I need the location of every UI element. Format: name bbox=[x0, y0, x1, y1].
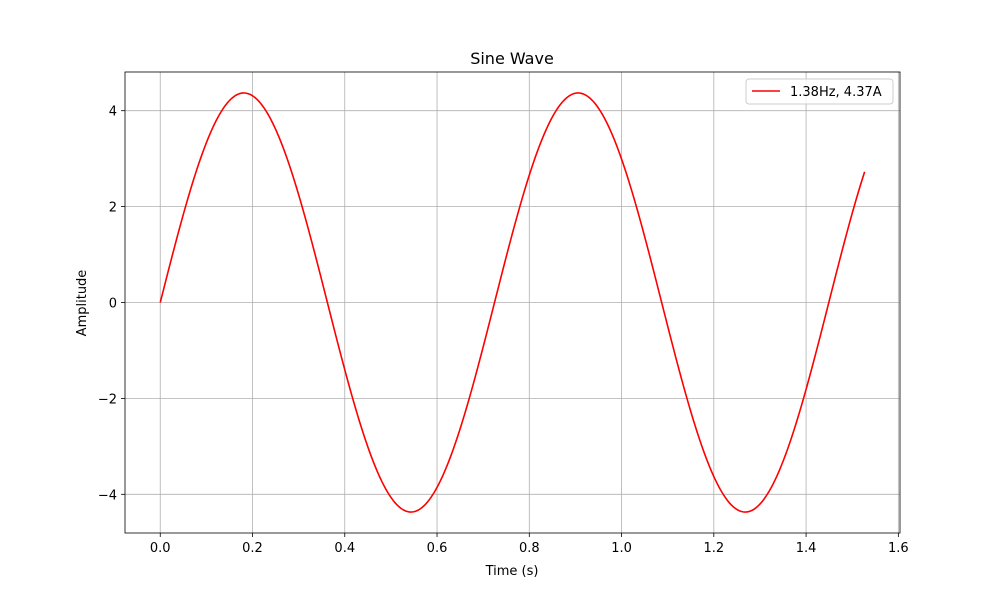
x-tick-label: 0.0 bbox=[150, 541, 171, 556]
x-tick-label: 0.2 bbox=[242, 541, 263, 556]
x-tick-label: 1.0 bbox=[611, 541, 632, 556]
x-tick-label: 1.2 bbox=[703, 541, 724, 556]
x-tick-label: 0.8 bbox=[519, 541, 540, 556]
y-tick-label: 0 bbox=[109, 297, 117, 312]
x-axis-label: Time (s) bbox=[485, 564, 539, 579]
x-tick-label: 0.6 bbox=[427, 541, 448, 556]
legend: 1.38Hz, 4.37A bbox=[745, 78, 894, 105]
x-tick-label: 1.4 bbox=[796, 541, 817, 556]
plot-frame bbox=[124, 71, 901, 534]
x-tick-label: 1.6 bbox=[888, 541, 909, 556]
x-axis-ticks: 0.0 0.2 0.4 0.6 0.8 1.0 1.2 1.4 1.6 bbox=[150, 533, 909, 556]
y-axis-ticks: −4 −2 0 2 4 bbox=[98, 105, 125, 503]
y-tick-label: −2 bbox=[98, 392, 117, 407]
y-tick-label: 2 bbox=[109, 201, 117, 216]
grid bbox=[125, 72, 900, 533]
chart-title: Sine Wave bbox=[470, 49, 554, 68]
y-axis-label: Amplitude bbox=[75, 270, 90, 337]
series-line bbox=[159, 92, 866, 513]
y-tick-label: −4 bbox=[98, 488, 117, 503]
x-tick-label: 0.4 bbox=[334, 541, 355, 556]
y-tick-label: 4 bbox=[109, 105, 117, 120]
legend-label: 1.38Hz, 4.37A bbox=[790, 85, 882, 100]
legend-box bbox=[745, 78, 894, 105]
